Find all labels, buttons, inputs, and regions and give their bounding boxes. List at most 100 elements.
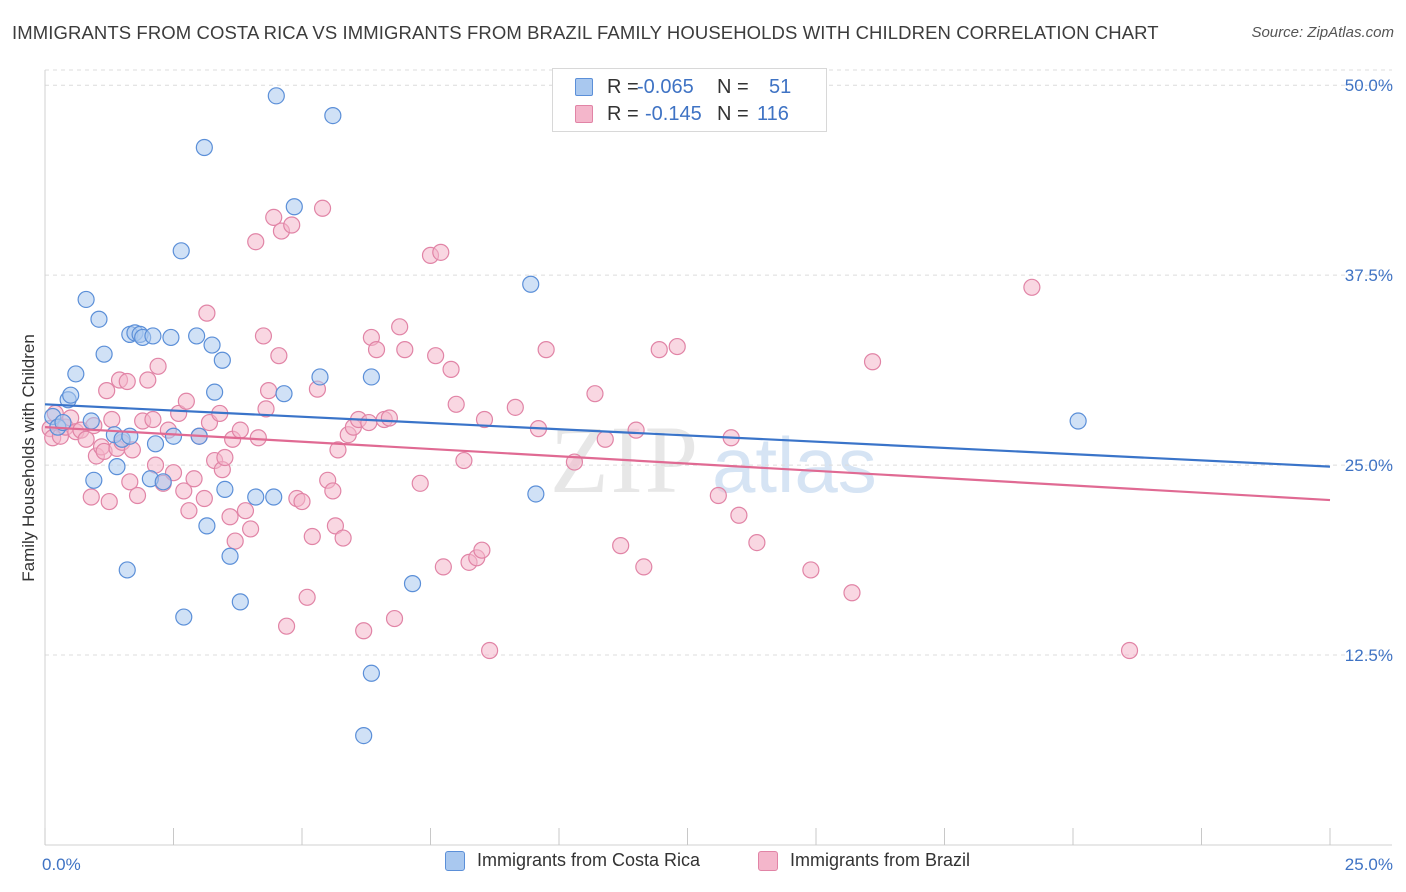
costa-rica-point (275, 385, 293, 403)
costa-rica-point (77, 290, 95, 309)
brazil-point (596, 430, 614, 448)
brazil-point (257, 400, 275, 418)
costa-rica-point (85, 471, 103, 489)
legend-n-value: 116 (757, 102, 789, 125)
brazil-point (650, 341, 668, 359)
brazil-point (411, 474, 429, 492)
brazil-point (283, 216, 301, 234)
brazil-point (216, 448, 234, 467)
brazil-point (249, 429, 267, 447)
costa-rica-point (144, 327, 162, 345)
legend-swatch-pink (575, 105, 593, 123)
brazil-point (265, 208, 283, 227)
legend-swatch-blue (575, 78, 593, 96)
brazil-point (329, 441, 347, 459)
brazil-point (226, 532, 244, 550)
legend-r-value: -0.145 (645, 102, 702, 125)
brazil-point (506, 398, 524, 416)
brazil-point (185, 470, 203, 488)
costa-rica-point (216, 480, 234, 499)
legend-r-label: R = (607, 75, 639, 98)
brazil-point (139, 371, 157, 389)
brazil-point (748, 533, 766, 552)
brazil-point (247, 233, 265, 251)
trend-lines (44, 403, 1331, 502)
brazil-point (396, 341, 414, 359)
costa-rica-point (203, 336, 221, 354)
brazil-point (82, 488, 100, 506)
brazil-point (293, 492, 311, 511)
costa-rica-point (324, 106, 342, 125)
brazil-point (635, 558, 653, 576)
brazil-point (298, 588, 316, 606)
brazil-point (863, 353, 882, 371)
legend-n-label: N = (717, 102, 749, 125)
brazil-point (242, 520, 260, 538)
brazil-point (170, 404, 188, 423)
brazil-point (313, 199, 332, 217)
brazil-point (1023, 278, 1041, 296)
brazil-point (537, 341, 555, 359)
brazil-point (198, 304, 216, 322)
series-swatch-pink (758, 850, 778, 871)
brazil-point (195, 489, 213, 508)
legend-r-label: R = (607, 102, 639, 125)
tick-labels: 12.5% 25.0% 37.5% 50.0% 0.0% 25.0% (42, 76, 1393, 874)
brazil-point (144, 410, 162, 429)
brazil-point (277, 617, 296, 635)
brazil-point (236, 502, 255, 520)
brazil-point (391, 318, 409, 336)
brazil-point (447, 395, 465, 413)
costa-rica-point (118, 561, 136, 579)
series-name-brazil: Immigrants from Brazil (790, 850, 971, 870)
brazil-point (231, 421, 249, 439)
axes (44, 70, 1392, 846)
costa-rica-point (195, 138, 213, 157)
series-legend-costa-rica: Immigrants from Costa Rica (445, 850, 700, 871)
costa-rica-point (175, 608, 193, 626)
series-legend: Immigrants from Costa Rica Immigrants fr… (0, 850, 1406, 878)
brazil-point (100, 492, 118, 511)
costa-rica-point (1069, 412, 1087, 430)
costa-rica-point (362, 368, 380, 386)
brazil-point (118, 372, 136, 391)
brazil-point (103, 410, 121, 429)
correlation-legend: R = -0.065 N = 51 R = -0.145 N = 116 (552, 68, 827, 132)
grid (45, 69, 1392, 656)
costa-rica-point (206, 383, 224, 401)
brazil-point (843, 584, 861, 602)
brazil-point (1120, 641, 1139, 660)
brazil-point (427, 347, 445, 365)
brazil-point (380, 409, 398, 427)
costa-rica-point (527, 485, 545, 503)
brazil-point (473, 541, 491, 559)
costa-rica-point (247, 488, 265, 506)
brazil-point (149, 357, 167, 375)
legend-row-costa-rica: R = -0.065 N = 51 (575, 76, 791, 98)
brazil-point (802, 561, 820, 579)
costa-rica-point (108, 458, 126, 476)
costa-rica-point (164, 427, 183, 445)
legend-r-value: -0.065 (637, 75, 694, 98)
brazil-point (586, 385, 604, 403)
y-tick-label: 50.0% (1345, 76, 1393, 95)
brazil-point (259, 382, 278, 400)
brazil-point (360, 413, 378, 432)
y-tick-label: 12.5% (1345, 646, 1393, 665)
brazil-point (627, 421, 645, 439)
brazil-point (367, 341, 386, 359)
series-legend-brazil: Immigrants from Brazil (758, 850, 970, 871)
costa-rica-point (146, 435, 165, 453)
costa-rica-point (221, 547, 239, 565)
costa-rica-point (90, 310, 108, 328)
costa-rica-point (265, 488, 283, 506)
x-tick-label: 25.0% (1345, 855, 1393, 874)
brazil-point (326, 517, 345, 535)
brazil-point (324, 482, 342, 500)
series-name-costa-rica: Immigrants from Costa Rica (477, 850, 701, 870)
brazil-point (334, 529, 352, 547)
costa-rica-point (82, 412, 100, 430)
brazil-point (77, 430, 95, 448)
brazil-point (434, 558, 452, 576)
